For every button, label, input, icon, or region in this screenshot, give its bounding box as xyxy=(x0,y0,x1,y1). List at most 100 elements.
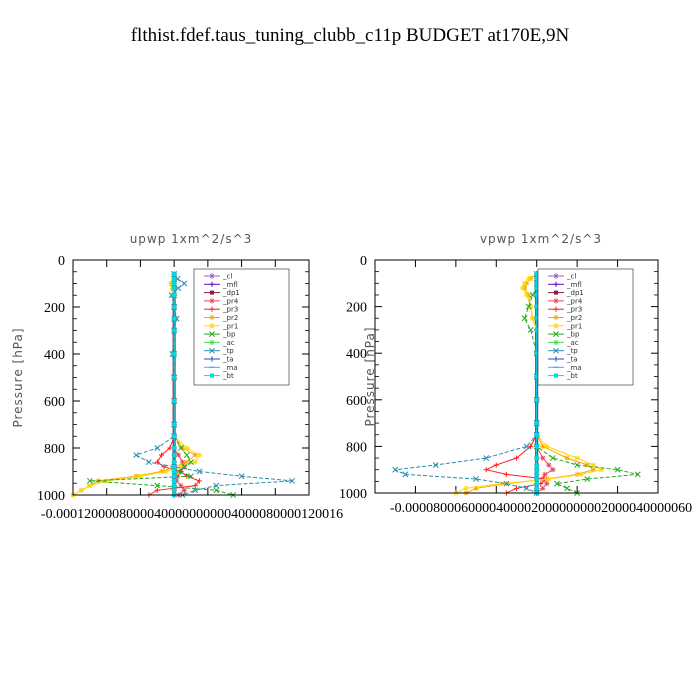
y-tick-label: 400 xyxy=(346,347,367,362)
legend-label: _cl xyxy=(222,273,232,281)
legend-box xyxy=(193,268,290,386)
data-point xyxy=(574,462,581,468)
data-point xyxy=(523,485,530,492)
data-point xyxy=(497,481,503,487)
y-tick-label: 400 xyxy=(44,348,65,363)
legend-label: _dp1 xyxy=(222,289,240,297)
data-point xyxy=(154,459,160,465)
data-point xyxy=(192,452,198,458)
legend-label: _bt xyxy=(222,372,234,380)
data-point xyxy=(590,467,596,473)
legend-marker xyxy=(553,323,559,329)
legend-item: _bt xyxy=(548,372,578,380)
data-point xyxy=(544,443,550,449)
legend-label: _bp xyxy=(566,331,580,339)
data-point xyxy=(614,466,621,473)
data-point xyxy=(154,487,160,493)
series-pr2 xyxy=(70,271,198,498)
data-point xyxy=(78,487,85,493)
data-point xyxy=(172,375,177,380)
legend-marker xyxy=(209,347,215,354)
legend-marker xyxy=(210,290,214,295)
data-point xyxy=(402,471,409,478)
legend-label: _pr4 xyxy=(566,297,583,305)
data-point xyxy=(184,459,190,465)
data-point xyxy=(534,477,539,482)
data-point xyxy=(86,477,93,484)
data-point xyxy=(503,480,510,487)
data-point xyxy=(493,462,499,468)
data-point xyxy=(178,483,184,489)
legend-label: _mfl xyxy=(566,281,582,289)
data-point xyxy=(473,485,479,491)
y-tick-label: 0 xyxy=(360,254,367,269)
data-point xyxy=(172,464,177,469)
legend-item: _cl xyxy=(204,273,232,281)
x-tick-labels: -0.0000800060000400002000000000200004000… xyxy=(390,501,692,516)
legend-label: _pr1 xyxy=(566,322,582,330)
data-point xyxy=(172,316,177,321)
legend-item: _bt xyxy=(204,372,234,380)
legend-marker xyxy=(553,281,559,287)
data-point xyxy=(578,471,584,477)
data-point xyxy=(534,432,539,437)
legend-label: _tp xyxy=(222,347,234,355)
data-point xyxy=(483,455,490,462)
legend-item: _pr4 xyxy=(204,297,239,305)
data-point xyxy=(289,477,296,484)
legend-marker xyxy=(209,273,215,279)
panel-title: upwp 1xm^2/s^3 xyxy=(130,232,253,246)
plot-frame xyxy=(374,259,659,494)
legend-label: _ac xyxy=(566,339,579,347)
data-point xyxy=(196,452,203,458)
panel-vpwp: vpwp 1xm^2/s^3 Pressure [hPa] 0 200 400 600 80… xyxy=(339,232,692,516)
data-point xyxy=(534,292,539,297)
legend-item: _ta xyxy=(548,356,578,364)
data-point xyxy=(534,421,539,426)
legend-item: _pr2 xyxy=(204,314,238,322)
data-point xyxy=(172,478,177,483)
data-point xyxy=(534,374,539,379)
data-point xyxy=(546,476,552,482)
data-point xyxy=(181,487,187,493)
legend-marker xyxy=(209,356,215,362)
data-point xyxy=(158,452,165,458)
data-point xyxy=(540,485,546,491)
legend-item: _tp xyxy=(548,347,578,355)
x-tick-labels: -0.0001200008000040000000000400008000012… xyxy=(41,507,343,522)
data-point xyxy=(564,485,570,492)
data-point xyxy=(179,459,186,465)
data-point xyxy=(544,481,550,487)
series-line xyxy=(524,274,638,494)
series-line xyxy=(72,274,197,496)
data-point xyxy=(158,468,165,475)
data-point xyxy=(175,452,181,458)
data-point xyxy=(525,303,532,310)
legend-item: _dp1 xyxy=(548,289,584,297)
data-point xyxy=(483,467,489,473)
data-point xyxy=(172,469,177,474)
data-point xyxy=(133,452,140,459)
data-point xyxy=(172,272,177,277)
data-point xyxy=(177,445,184,451)
data-point xyxy=(174,473,181,479)
legend-label: _ta xyxy=(222,356,234,364)
legend-item: _ma xyxy=(548,364,582,372)
data-point xyxy=(172,460,177,465)
data-point xyxy=(172,293,177,298)
data-point xyxy=(172,328,177,333)
data-point xyxy=(175,468,182,475)
data-point xyxy=(534,316,539,321)
data-point xyxy=(534,456,539,461)
legend-marker xyxy=(553,306,559,312)
data-point xyxy=(172,488,177,493)
data-point xyxy=(192,483,198,489)
data-point xyxy=(172,483,177,488)
data-point xyxy=(172,399,177,403)
legend-item: _bp xyxy=(204,331,236,339)
legend-label: _ta xyxy=(566,356,578,364)
data-point xyxy=(178,464,184,470)
legend-label: _ma xyxy=(222,364,238,372)
data-point xyxy=(172,453,177,458)
